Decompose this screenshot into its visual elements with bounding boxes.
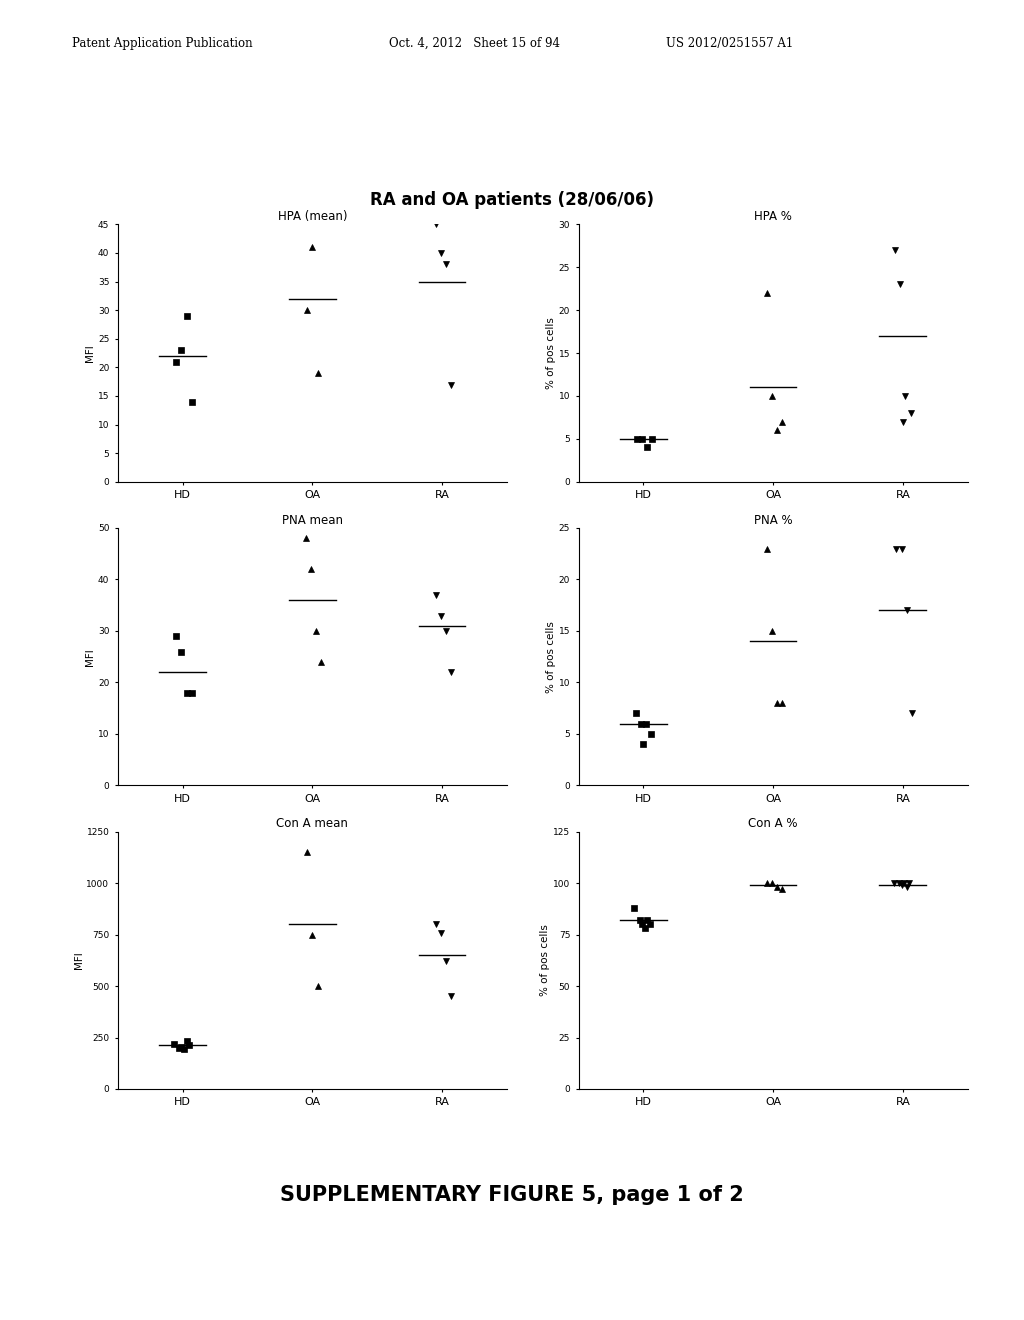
Y-axis label: MFI: MFI (85, 345, 95, 362)
Text: Patent Application Publication: Patent Application Publication (72, 37, 252, 50)
Title: HPA %: HPA % (755, 210, 792, 223)
Title: HPA (mean): HPA (mean) (278, 210, 347, 223)
Title: PNA mean: PNA mean (282, 513, 343, 527)
Y-axis label: % of pos cells: % of pos cells (546, 620, 556, 693)
Y-axis label: MFI: MFI (85, 648, 95, 665)
Text: US 2012/0251557 A1: US 2012/0251557 A1 (666, 37, 793, 50)
Title: Con A %: Con A % (749, 817, 798, 830)
Y-axis label: % of pos cells: % of pos cells (546, 317, 556, 389)
Title: Con A mean: Con A mean (276, 817, 348, 830)
Text: Oct. 4, 2012   Sheet 15 of 94: Oct. 4, 2012 Sheet 15 of 94 (389, 37, 560, 50)
Y-axis label: % of pos cells: % of pos cells (541, 924, 550, 997)
Y-axis label: MFI: MFI (74, 952, 84, 969)
Text: SUPPLEMENTARY FIGURE 5, page 1 of 2: SUPPLEMENTARY FIGURE 5, page 1 of 2 (281, 1184, 743, 1205)
Title: PNA %: PNA % (754, 513, 793, 527)
Text: RA and OA patients (28/06/06): RA and OA patients (28/06/06) (370, 191, 654, 210)
